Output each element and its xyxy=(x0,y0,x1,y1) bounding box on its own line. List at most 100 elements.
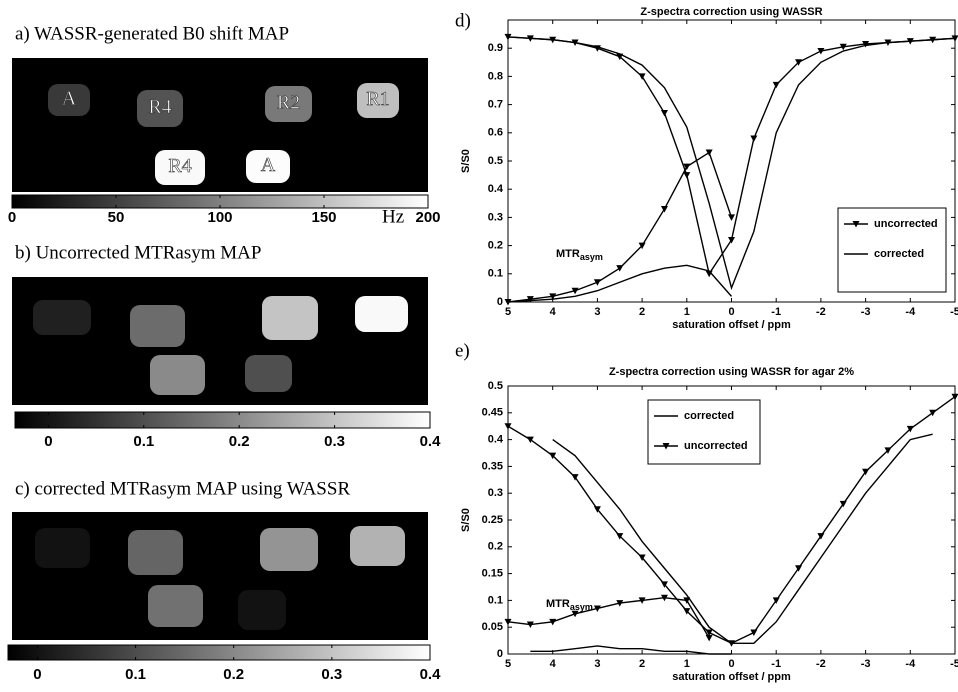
map-region xyxy=(262,296,318,340)
colorbar-tick-label: 100 xyxy=(207,209,232,226)
colorbar-tick-label: 0.2 xyxy=(229,433,250,450)
colorbar-tick-label: 0 xyxy=(44,433,52,450)
y-tick-label: 0.3 xyxy=(488,487,503,499)
y-tick-label: 0.5 xyxy=(488,380,503,392)
y-tick-label: 0.35 xyxy=(482,460,503,472)
map-region xyxy=(260,528,318,571)
colorbar-tick-label: 0.2 xyxy=(223,666,244,683)
map-region xyxy=(350,526,405,566)
x-tick-label: -4 xyxy=(905,306,916,318)
y-tick-label: 0.25 xyxy=(482,514,503,526)
colorbar-tick-label: 0 xyxy=(8,209,16,226)
y-tick-label: 0.4 xyxy=(488,183,504,195)
x-tick-label: 5 xyxy=(505,306,511,318)
x-tick-label: 0 xyxy=(728,658,734,670)
y-tick-label: 0.4 xyxy=(488,434,504,446)
colorbar-tick-label: 0.1 xyxy=(125,666,146,683)
map-region xyxy=(130,305,185,347)
panel-title: a) WASSR-generated B0 shift MAP xyxy=(15,23,289,44)
x-tick-label: 3 xyxy=(594,306,600,318)
x-tick-label: -1 xyxy=(771,658,781,670)
colorbar-tick-label: 0.1 xyxy=(133,433,154,450)
y-tick-label: 0.15 xyxy=(482,568,503,580)
x-tick-label: 1 xyxy=(684,306,690,318)
y-axis-label: S/S0 xyxy=(460,508,472,532)
y-tick-label: 0.2 xyxy=(488,240,503,252)
region-label: R2 xyxy=(277,92,300,114)
x-tick-label: -5 xyxy=(950,658,958,670)
colorbar-tick-label: 0.4 xyxy=(420,666,442,683)
legend-label: uncorrected xyxy=(684,440,748,452)
panel-title: c) corrected MTRasym MAP using WASSR xyxy=(15,478,350,499)
y-tick-label: 0.1 xyxy=(488,594,503,606)
figure: a) WASSR-generated B0 shift MAP A R4 R2 R1 R4… xyxy=(0,0,958,692)
x-tick-label: -2 xyxy=(816,658,826,670)
map-region xyxy=(150,355,205,395)
x-tick-label: -2 xyxy=(816,306,826,318)
chart-title: Z-spectra correction using WASSR xyxy=(640,6,822,18)
region-label: R4 xyxy=(168,155,191,177)
region-label: A xyxy=(261,154,276,176)
map-region xyxy=(245,355,292,392)
x-tick-label: 4 xyxy=(550,306,557,318)
x-tick-label: -3 xyxy=(861,306,871,318)
legend-label: corrected xyxy=(684,410,734,422)
annotation-subscript: asym xyxy=(580,252,603,262)
region-label: R1 xyxy=(366,88,389,110)
y-axis-label: S/S0 xyxy=(460,149,472,173)
x-tick-label: -5 xyxy=(950,306,958,318)
y-tick-label: 0.2 xyxy=(488,541,503,553)
x-axis-label: saturation offset / ppm xyxy=(672,671,791,683)
x-tick-label: 3 xyxy=(594,658,600,670)
region-label: A xyxy=(62,88,77,110)
colorbar-tick-label: 0.3 xyxy=(324,433,345,450)
y-tick-label: 0 xyxy=(497,648,503,660)
y-tick-label: 0 xyxy=(497,296,503,308)
y-tick-label: 0.8 xyxy=(488,70,503,82)
map-region xyxy=(33,300,91,335)
chart-title: Z-spectra correction using WASSR for aga… xyxy=(609,366,854,378)
colorbar-tick-label: 200 xyxy=(415,209,440,226)
colorbar-tick-label: 0 xyxy=(33,666,41,683)
colorbar-tick-label: 0.4 xyxy=(420,433,442,450)
map-region xyxy=(35,528,90,568)
annotation-text: MTR xyxy=(556,248,580,260)
legend-label: uncorrected xyxy=(874,218,938,230)
map-region xyxy=(355,296,408,332)
x-tick-label: 0 xyxy=(728,306,734,318)
y-tick-label: 0.5 xyxy=(488,155,503,167)
panel-label: d) xyxy=(455,10,471,31)
map-region xyxy=(148,585,203,627)
y-tick-label: 0.1 xyxy=(488,268,503,280)
colorbar xyxy=(8,645,430,660)
y-tick-label: 0.6 xyxy=(488,127,503,139)
colorbar-tick-label: 0.3 xyxy=(321,666,342,683)
region-label: R4 xyxy=(148,96,171,118)
colorbar-unit: Hz xyxy=(382,206,404,227)
y-tick-label: 0.3 xyxy=(488,211,503,223)
map-region xyxy=(128,530,183,575)
annotation-subscript: asym xyxy=(570,602,593,612)
y-tick-label: 0.05 xyxy=(482,621,503,633)
x-tick-label: -4 xyxy=(905,658,916,670)
panel-title: b) Uncorrected MTRasym MAP xyxy=(15,242,261,263)
x-tick-label: -1 xyxy=(771,306,781,318)
colorbar-tick-label: 50 xyxy=(108,209,125,226)
x-tick-label: 4 xyxy=(550,658,557,670)
y-tick-label: 0.45 xyxy=(482,407,503,419)
x-tick-label: 1 xyxy=(684,658,690,670)
y-tick-label: 0.9 xyxy=(488,42,503,54)
map-region xyxy=(238,590,286,630)
y-tick-label: 0.7 xyxy=(488,99,503,111)
x-tick-label: -3 xyxy=(861,658,871,670)
colorbar xyxy=(15,412,430,428)
map-background xyxy=(12,58,428,192)
panel-label: e) xyxy=(455,340,470,361)
x-tick-label: 2 xyxy=(639,306,645,318)
annotation-text: MTR xyxy=(546,598,570,610)
x-axis-label: saturation offset / ppm xyxy=(672,319,791,331)
x-tick-label: 2 xyxy=(639,658,645,670)
x-tick-label: 5 xyxy=(505,658,511,670)
colorbar-tick-label: 150 xyxy=(311,209,336,226)
legend-label: corrected xyxy=(874,248,924,260)
